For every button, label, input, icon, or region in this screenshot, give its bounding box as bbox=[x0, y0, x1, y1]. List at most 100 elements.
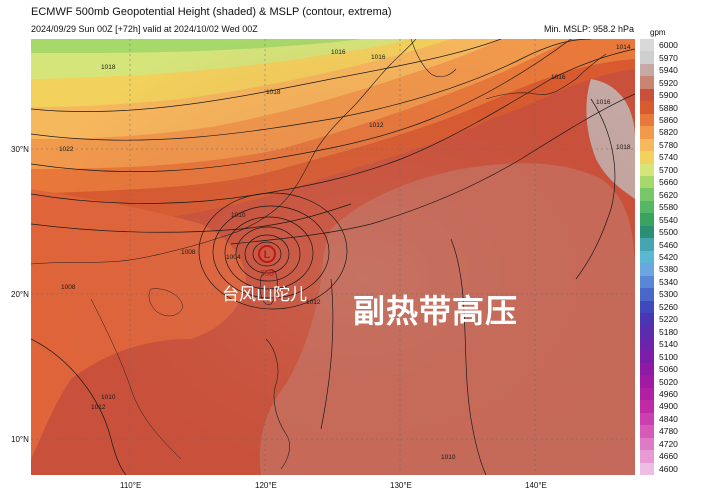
colorbar bbox=[640, 39, 654, 476]
colorbar-tick-label: 5860 bbox=[659, 114, 678, 125]
lat-label-30n: 30°N bbox=[11, 145, 29, 154]
colorbar-tick-label: 5020 bbox=[659, 376, 678, 387]
colorbar-segment bbox=[640, 51, 654, 65]
colorbar-segment bbox=[640, 250, 654, 264]
colorbar-tick-label: 5420 bbox=[659, 252, 678, 262]
colorbar-segment bbox=[640, 437, 654, 451]
china-coastline bbox=[31, 39, 417, 265]
colorbar-tick-label: 5940 bbox=[659, 65, 678, 76]
colorbar-segment bbox=[640, 126, 654, 140]
isobar-label: 1018 bbox=[616, 144, 631, 151]
colorbar-unit: gpm bbox=[650, 28, 666, 37]
colorbar-tick-label: 5580 bbox=[659, 202, 678, 213]
colorbar-tick-label: 5880 bbox=[659, 102, 678, 113]
isobar-label: 1016 bbox=[596, 99, 611, 106]
lon-label-110e: 110°E bbox=[120, 481, 142, 490]
colorbar-tick-label: 5620 bbox=[659, 189, 678, 200]
colorbar-segment bbox=[640, 188, 654, 202]
colorbar-segment bbox=[640, 325, 654, 339]
isobar-label: 1022 bbox=[59, 146, 74, 153]
typhoon-low-center: L 958 bbox=[258, 245, 276, 278]
colorbar-tick-label: 5300 bbox=[659, 289, 678, 300]
lat-label-20n: 20°N bbox=[11, 290, 29, 299]
graticule bbox=[31, 39, 635, 475]
colorbar-tick-label: 5260 bbox=[659, 301, 678, 312]
colorbar-segment bbox=[640, 275, 654, 289]
colorbar-tick-label: 4660 bbox=[659, 451, 678, 462]
colorbar-segment bbox=[640, 63, 654, 77]
chart-title: ECMWF 500mb Geopotential Height (shaded)… bbox=[31, 6, 392, 18]
colorbar-tick-label: 5100 bbox=[659, 351, 678, 362]
colorbar-tick-label: 5660 bbox=[659, 177, 678, 188]
isobar-label: 1014 bbox=[616, 44, 631, 51]
isobar-label: 1008 bbox=[61, 284, 76, 291]
colorbar-tick-label: 4960 bbox=[659, 389, 678, 400]
isobar-label: 1008 bbox=[181, 249, 196, 256]
vietnam-coastline bbox=[90, 298, 182, 460]
isobar-label: 1012 bbox=[306, 299, 321, 306]
colorbar-segment bbox=[640, 400, 654, 414]
colorbar-segment bbox=[640, 88, 654, 102]
colorbar-segment bbox=[640, 450, 654, 464]
colorbar-tick-label: 4780 bbox=[659, 426, 678, 437]
isobar-label: 1010 bbox=[101, 394, 116, 401]
colorbar-segment bbox=[640, 101, 654, 115]
colorbar-segment bbox=[640, 387, 654, 401]
colorbar-segment bbox=[640, 375, 654, 389]
isobar-labels: 1018 1016 1022 1018 1012 1010 1004 1008 … bbox=[59, 44, 631, 461]
colorbar-tick-label: 4600 bbox=[659, 463, 678, 474]
colorbar-segment bbox=[640, 412, 654, 426]
lat-label-10n: 10°N bbox=[11, 435, 29, 444]
taiwan-coastline bbox=[259, 269, 278, 305]
colorbar-segment bbox=[640, 113, 654, 127]
colorbar-segment bbox=[640, 350, 654, 364]
map-canvas: L 958 1018 1016 1022 1018 1012 1010 1004… bbox=[31, 39, 635, 475]
subtropical-high-label: 副热带高压 bbox=[353, 293, 519, 329]
typhoon-name-label: 台风山陀儿 bbox=[222, 285, 307, 304]
colorbar-tick-label: 5060 bbox=[659, 364, 678, 375]
high-glow bbox=[31, 39, 635, 475]
isobar-label: 1012 bbox=[91, 404, 106, 411]
colorbar-segment bbox=[640, 462, 654, 476]
colorbar-tick-label: 4720 bbox=[659, 438, 678, 449]
colorbar-tick-label: 5970 bbox=[659, 52, 678, 63]
colorbar-segment bbox=[640, 288, 654, 302]
colorbar-segment bbox=[640, 225, 654, 239]
isobar-label: 1018 bbox=[266, 89, 281, 96]
colorbar-tick-label: 5460 bbox=[659, 239, 678, 250]
colorbar-tick-label: 5380 bbox=[659, 264, 678, 275]
colorbar-segment bbox=[640, 39, 654, 52]
hainan-coastline bbox=[148, 288, 184, 317]
isobar-label: 1004 bbox=[226, 254, 241, 261]
colorbar-segment bbox=[640, 263, 654, 277]
colorbar-segment bbox=[640, 300, 654, 314]
philippines-coastline bbox=[265, 338, 290, 470]
colorbar-tick-label: 5820 bbox=[659, 127, 678, 138]
colorbar-segment bbox=[640, 138, 654, 152]
colorbar-tick-label: 4900 bbox=[659, 401, 678, 412]
colorbar-segment bbox=[640, 176, 654, 189]
isobar-label: 1016 bbox=[371, 54, 386, 61]
colorbar-segment bbox=[640, 200, 654, 214]
low-pressure-value: 958 bbox=[260, 269, 274, 278]
min-mslp-readout: Min. MSLP: 958.2 hPa bbox=[543, 24, 634, 34]
colorbar-tick-label: 5900 bbox=[659, 90, 678, 101]
colorbar-segment bbox=[640, 313, 654, 326]
colorbar-tick-label: 5740 bbox=[659, 152, 678, 163]
colorbar-segment bbox=[640, 163, 654, 177]
colorbar-segment bbox=[640, 213, 654, 227]
lon-label-130e: 130°E bbox=[390, 481, 412, 490]
isobars bbox=[31, 39, 635, 475]
colorbar-segment bbox=[640, 238, 654, 252]
colorbar-tick-label: 5220 bbox=[659, 314, 678, 325]
colorbar-tick-label: 5700 bbox=[659, 164, 678, 175]
colorbar-tick-label: 5340 bbox=[659, 276, 678, 287]
isobar-label: 1012 bbox=[369, 122, 384, 129]
colorbar-tick-label: 5920 bbox=[659, 77, 678, 88]
colorbar-tick-label: 4840 bbox=[659, 413, 678, 424]
isobar-label: 1010 bbox=[231, 212, 246, 219]
colorbar-segment bbox=[640, 151, 654, 165]
isobar-label: 1016 bbox=[331, 49, 346, 56]
colorbar-segment bbox=[640, 425, 654, 439]
isobar-label: 1018 bbox=[101, 64, 116, 71]
